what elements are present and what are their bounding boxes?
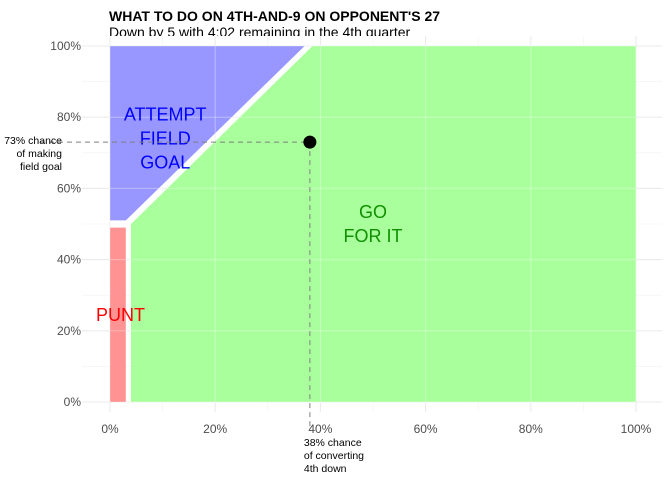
region-label: PUNT — [96, 305, 145, 325]
y-tick-label: 80% — [57, 110, 81, 124]
y-tick-label: 0% — [64, 395, 82, 409]
region-label: FIELD — [140, 129, 191, 149]
x-annotation-line: 4th down — [304, 463, 347, 475]
y-annotation-line: field goal — [20, 161, 62, 173]
y-annotation-line: 73% chance — [4, 135, 62, 147]
y-tick-label: 100% — [50, 39, 81, 53]
chart-title: WHAT TO DO ON 4TH-AND-9 ON OPPONENT'S 27 — [109, 8, 440, 24]
region-label: FOR IT — [344, 226, 403, 246]
region-go-for-it — [131, 46, 636, 402]
region-label: GO — [359, 202, 387, 222]
y-tick-label: 60% — [57, 181, 81, 195]
x-tick-label: 60% — [414, 422, 438, 436]
y-annotation-line: of making — [16, 148, 62, 160]
region-punt — [110, 227, 126, 402]
x-tick-label: 20% — [203, 422, 227, 436]
x-tick-label: 40% — [308, 422, 332, 436]
x-tick-label: 0% — [101, 422, 119, 436]
data-point — [303, 135, 317, 149]
plot-area: PUNT ATTEMPT FIELD GOAL GO FOR IT 0% 20% 40% 60% 8… — [4, 36, 662, 475]
x-annotation-line: 38% chance — [304, 437, 362, 449]
region-label: GOAL — [140, 153, 190, 173]
y-tick-label: 20% — [57, 324, 81, 338]
x-tick-label: 80% — [519, 422, 543, 436]
y-tick-label: 40% — [57, 253, 81, 267]
x-tick-label: 100% — [621, 422, 652, 436]
region-attempt-field-goal — [110, 46, 305, 221]
x-annotation-line: of converting — [304, 450, 364, 462]
region-label: ATTEMPT — [124, 105, 207, 125]
